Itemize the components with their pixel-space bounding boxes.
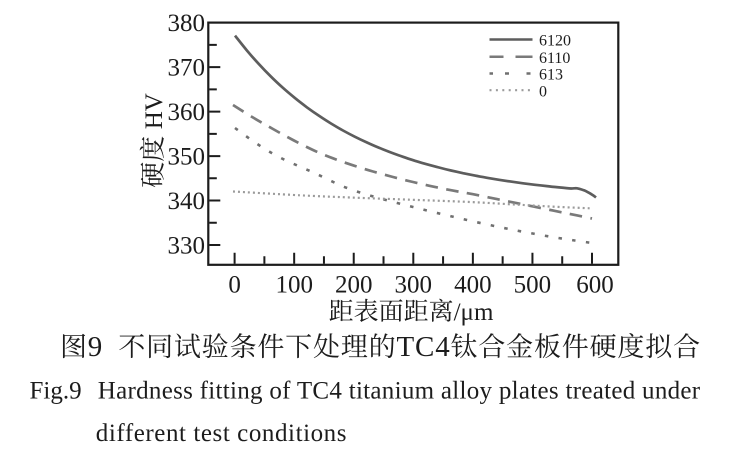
svg-text:200: 200 bbox=[335, 272, 373, 299]
svg-text:Hardness fitting of TC4 titani: Hardness fitting of TC4 titanium alloy p… bbox=[98, 377, 701, 404]
svg-text:370: 370 bbox=[168, 55, 206, 82]
svg-text:330: 330 bbox=[168, 232, 206, 259]
svg-text:360: 360 bbox=[168, 99, 206, 126]
svg-text:HV: HV bbox=[141, 93, 168, 129]
svg-text:4: 4 bbox=[435, 331, 450, 363]
svg-text:9: 9 bbox=[88, 331, 103, 363]
svg-text:/μm: /μm bbox=[454, 299, 494, 326]
svg-text:T: T bbox=[397, 331, 415, 363]
svg-text:613: 613 bbox=[539, 67, 563, 84]
svg-text:Fig.9: Fig.9 bbox=[30, 377, 82, 404]
svg-text:600: 600 bbox=[576, 272, 614, 299]
svg-text:6110: 6110 bbox=[539, 50, 570, 67]
svg-text:500: 500 bbox=[514, 272, 552, 299]
svg-text:0: 0 bbox=[228, 272, 241, 299]
svg-text:different test conditions: different test conditions bbox=[96, 420, 347, 447]
svg-text:0: 0 bbox=[539, 83, 547, 100]
svg-text:350: 350 bbox=[168, 144, 206, 171]
svg-text:380: 380 bbox=[168, 10, 206, 37]
svg-text:C: C bbox=[415, 331, 434, 363]
svg-text:340: 340 bbox=[168, 188, 206, 215]
svg-text:100: 100 bbox=[275, 272, 313, 299]
svg-text:300: 300 bbox=[395, 272, 433, 299]
svg-text:400: 400 bbox=[454, 272, 492, 299]
svg-text:6120: 6120 bbox=[539, 33, 571, 50]
